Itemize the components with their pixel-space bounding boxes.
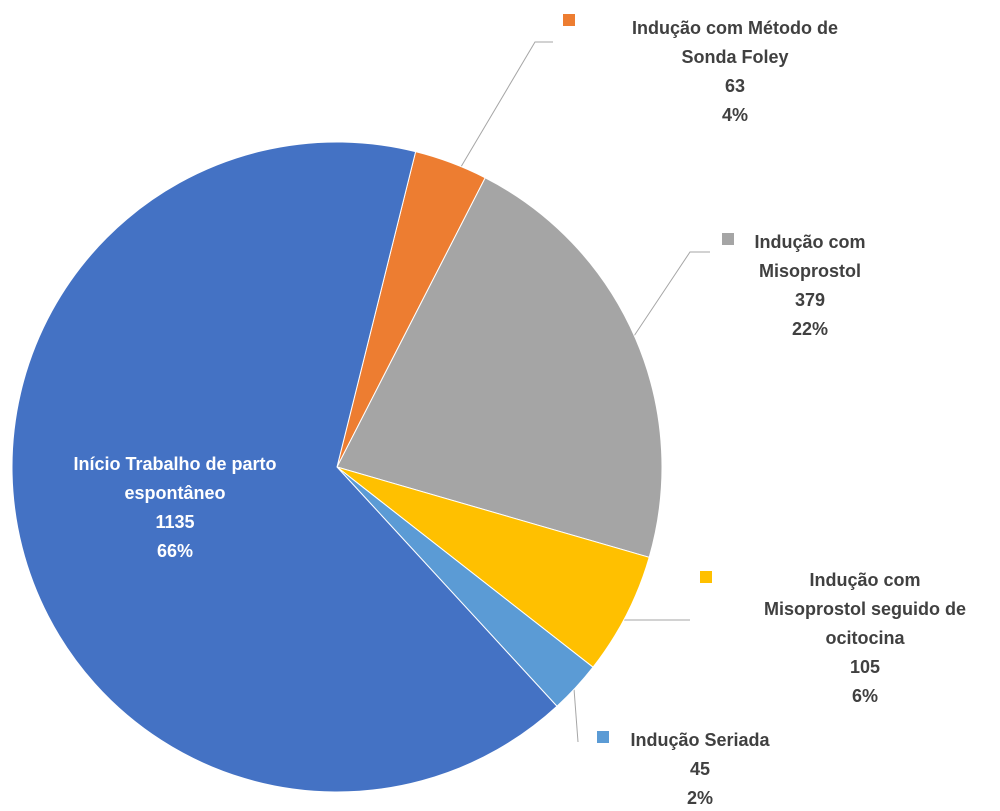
slice-label: Indução com Misoprostol seguido de ocito… xyxy=(705,566,1000,711)
value-label: 1135 xyxy=(155,512,195,532)
value-label: 105 xyxy=(849,657,881,677)
pie-slice xyxy=(11,141,558,793)
legend-marker xyxy=(722,233,734,245)
category-name: Início Trabalho de parto espontâneo xyxy=(73,454,277,503)
slice-label: Indução com Misoprostol 379 22% xyxy=(650,228,970,344)
value-label: 45 xyxy=(689,759,711,779)
slice-label: Início Trabalho de parto espontâneo 1135 6… xyxy=(15,450,335,566)
value-label: 63 xyxy=(724,76,746,96)
percent-label: 22% xyxy=(791,319,829,339)
percent-label: 4% xyxy=(721,105,748,125)
percent-label: 66% xyxy=(156,541,194,561)
pie-slice xyxy=(336,177,663,558)
legend-marker xyxy=(597,731,609,743)
percent-label: 6% xyxy=(851,686,878,706)
category-name: Indução com Misoprostol xyxy=(754,232,866,281)
category-name: Indução com Método de Sonda Foley xyxy=(631,18,838,67)
category-name: Indução Seriada xyxy=(630,730,770,750)
category-name: Indução com Misoprostol seguido de ocito… xyxy=(763,570,966,648)
leader-line xyxy=(627,251,710,346)
percent-label: 2% xyxy=(686,788,713,808)
pie-slice xyxy=(336,466,650,668)
leader-line xyxy=(451,41,553,183)
value-label: 379 xyxy=(794,290,826,310)
legend-marker xyxy=(700,571,712,583)
slice-label: Indução com Método de Sonda Foley 63 4% xyxy=(575,14,895,130)
slice-label: Indução Seriada 45 2% xyxy=(540,726,860,811)
legend-marker xyxy=(563,14,575,26)
